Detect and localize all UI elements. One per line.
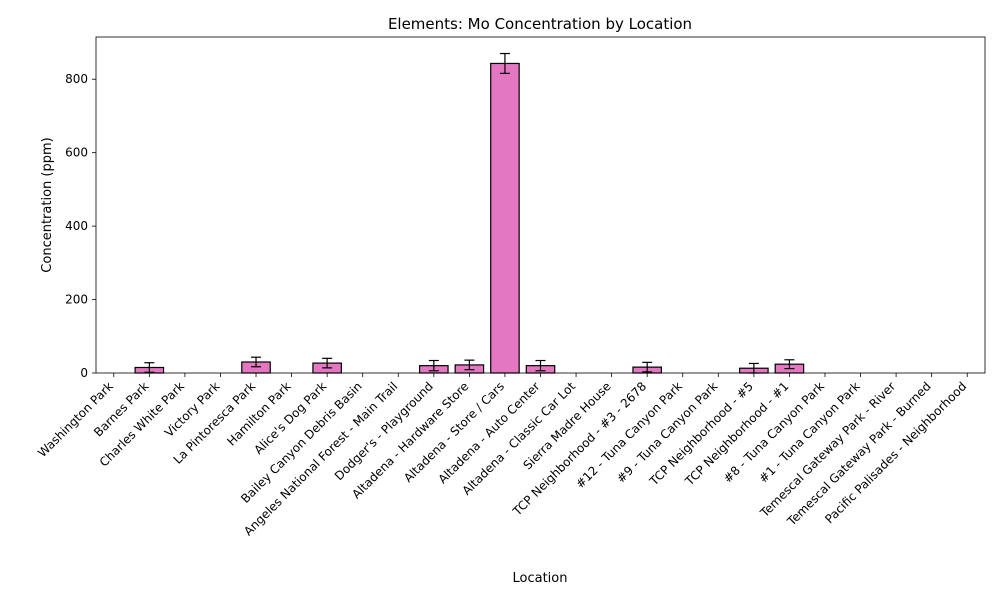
x-axis-title: Location [513,571,568,586]
y-tick-label: 400 [65,219,88,233]
y-tick-label: 0 [80,366,88,380]
chart-title: Elements: Mo Concentration by Location [388,15,692,33]
error-bar [428,359,439,372]
bar [490,62,520,374]
error-bar [535,359,546,372]
error-bar [642,361,653,373]
error-bar [784,359,795,370]
bars-layer [134,52,805,374]
plot-frame [95,36,986,374]
error-bar [251,356,262,368]
y-tick-label: 800 [65,72,88,86]
error-bar [464,359,475,371]
y-axis-title: Concentration (ppm) [40,137,55,272]
y-tick-label: 600 [65,146,88,160]
error-bar [322,357,333,369]
error-bar [144,362,155,373]
error-bar [499,52,510,74]
y-tick-label: 200 [65,293,88,307]
